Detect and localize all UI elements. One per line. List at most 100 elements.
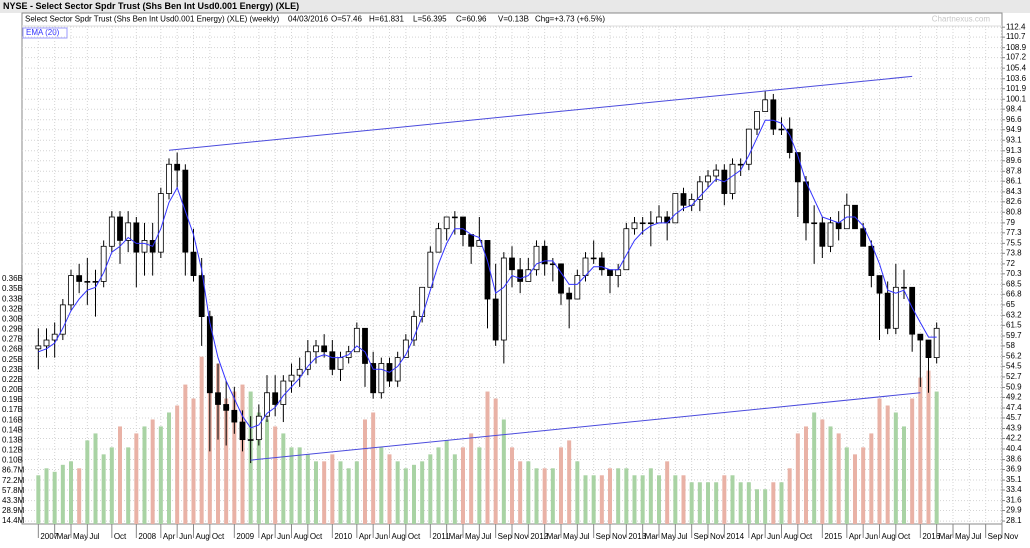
- candle-body: [794, 152, 801, 183]
- x-tick-label: Aug: [294, 532, 308, 541]
- candle-body: [729, 163, 736, 194]
- y-tick-label: 54.5: [1006, 362, 1022, 371]
- candle-body: [680, 193, 687, 206]
- volume-bar: [452, 454, 457, 524]
- candle-body: [607, 269, 613, 276]
- candle-body: [819, 222, 826, 247]
- volume-bar: [142, 426, 147, 524]
- x-tick-label: Jul: [971, 532, 981, 541]
- candle-body: [59, 304, 66, 335]
- candle-body: [705, 175, 711, 183]
- candle-body: [713, 169, 720, 177]
- y-tick-label: 91.3: [1006, 146, 1022, 155]
- volume-bar: [387, 454, 392, 524]
- candle-body: [509, 257, 515, 271]
- x-tick-label: Apr: [359, 532, 372, 541]
- y-tick-label: 45.7: [1006, 413, 1022, 422]
- candle-body: [582, 257, 589, 276]
- volume-bar: [665, 461, 670, 524]
- candle-body: [370, 363, 377, 394]
- y2-tick-label: 0.23B: [2, 365, 23, 374]
- volume-bar: [493, 398, 498, 524]
- y2-tick-label: 0.12B: [2, 446, 23, 455]
- candle-body: [247, 439, 254, 441]
- volume-bar: [256, 412, 261, 524]
- x-tick-label: Aug: [882, 532, 896, 541]
- candle-body: [500, 257, 507, 341]
- candle-body: [492, 298, 499, 341]
- volume-bar: [109, 447, 114, 524]
- y-tick-label: 31.6: [1006, 496, 1022, 505]
- legend-entry: EMA (20): [26, 28, 60, 37]
- volume-bar: [771, 482, 776, 524]
- y-tick-label: 107.2: [1006, 53, 1027, 62]
- y-tick-label: 29.9: [1006, 506, 1022, 515]
- volume-bar: [101, 454, 106, 524]
- candle-body: [566, 292, 573, 300]
- volume-bar: [477, 447, 482, 524]
- volume-bar: [926, 370, 931, 524]
- volume-bar: [412, 464, 416, 524]
- volume-bar: [77, 468, 82, 524]
- y2-tick-label: 0.33B: [2, 294, 23, 303]
- volume-bar: [534, 468, 539, 524]
- x-tick-label: 2007: [40, 532, 58, 541]
- volume-bar: [608, 468, 612, 524]
- x-tick-label: May: [465, 532, 480, 541]
- y2-tick-label: 0.29B: [2, 325, 23, 334]
- volume-bar: [52, 471, 57, 524]
- x-tick-label: May: [955, 532, 970, 541]
- volume-bar: [289, 447, 294, 524]
- y-tick-label: 87.8: [1006, 166, 1022, 175]
- volume-bar: [436, 447, 441, 524]
- candle-body: [590, 257, 597, 260]
- x-tick-label: 2008: [138, 532, 156, 541]
- volume-bar: [93, 433, 98, 524]
- volume-bar: [158, 426, 163, 524]
- volume-bar: [265, 419, 269, 524]
- candle-body: [206, 316, 213, 394]
- y-tick-label: 59.7: [1006, 331, 1022, 340]
- volume-bar: [134, 433, 139, 524]
- y2-tick-label: 14.4M: [2, 516, 25, 525]
- candle-body: [280, 380, 287, 405]
- volume-bar: [469, 433, 474, 524]
- candle-body: [647, 222, 654, 225]
- y2-tick-label: 0.26B: [2, 345, 23, 354]
- y-tick-label: 70.3: [1006, 269, 1022, 278]
- volume-bar: [820, 419, 825, 524]
- candle-body: [656, 216, 662, 224]
- candle-body: [574, 275, 581, 300]
- candle-body: [329, 351, 336, 370]
- x-tick-label: May: [563, 532, 578, 541]
- y-tick-label: 72: [1006, 259, 1015, 268]
- x-tick-label: Jun: [865, 532, 878, 541]
- x-tick-label: Apr: [163, 532, 176, 541]
- candle-body: [737, 163, 744, 166]
- volume-bar: [518, 461, 523, 524]
- volume-bar: [199, 356, 204, 524]
- volume-bar: [583, 475, 588, 524]
- x-tick-label: 2011: [432, 532, 450, 541]
- candle-body: [925, 339, 932, 359]
- x-tick-label: Oct: [800, 532, 813, 541]
- trendline: [168, 75, 913, 151]
- y-tick-label: 94.9: [1006, 125, 1022, 134]
- candle-body: [76, 275, 83, 282]
- volume-bar: [877, 398, 882, 524]
- volume-bar: [371, 412, 376, 524]
- x-tick-label: Mar: [645, 532, 659, 541]
- candle-body: [770, 99, 777, 130]
- candle-body: [664, 216, 671, 224]
- x-tick-label: Aug: [196, 532, 210, 541]
- y2-tick-label: 0.14B: [2, 425, 23, 434]
- candle-body: [215, 392, 221, 405]
- candle-body: [117, 216, 123, 241]
- volume-bar: [632, 475, 637, 524]
- y2-tick-label: 0.25B: [2, 355, 23, 364]
- plot-layer: [22, 26, 1002, 524]
- volume-bar: [885, 405, 890, 524]
- candle-body: [533, 245, 540, 271]
- volume-bar: [795, 433, 800, 524]
